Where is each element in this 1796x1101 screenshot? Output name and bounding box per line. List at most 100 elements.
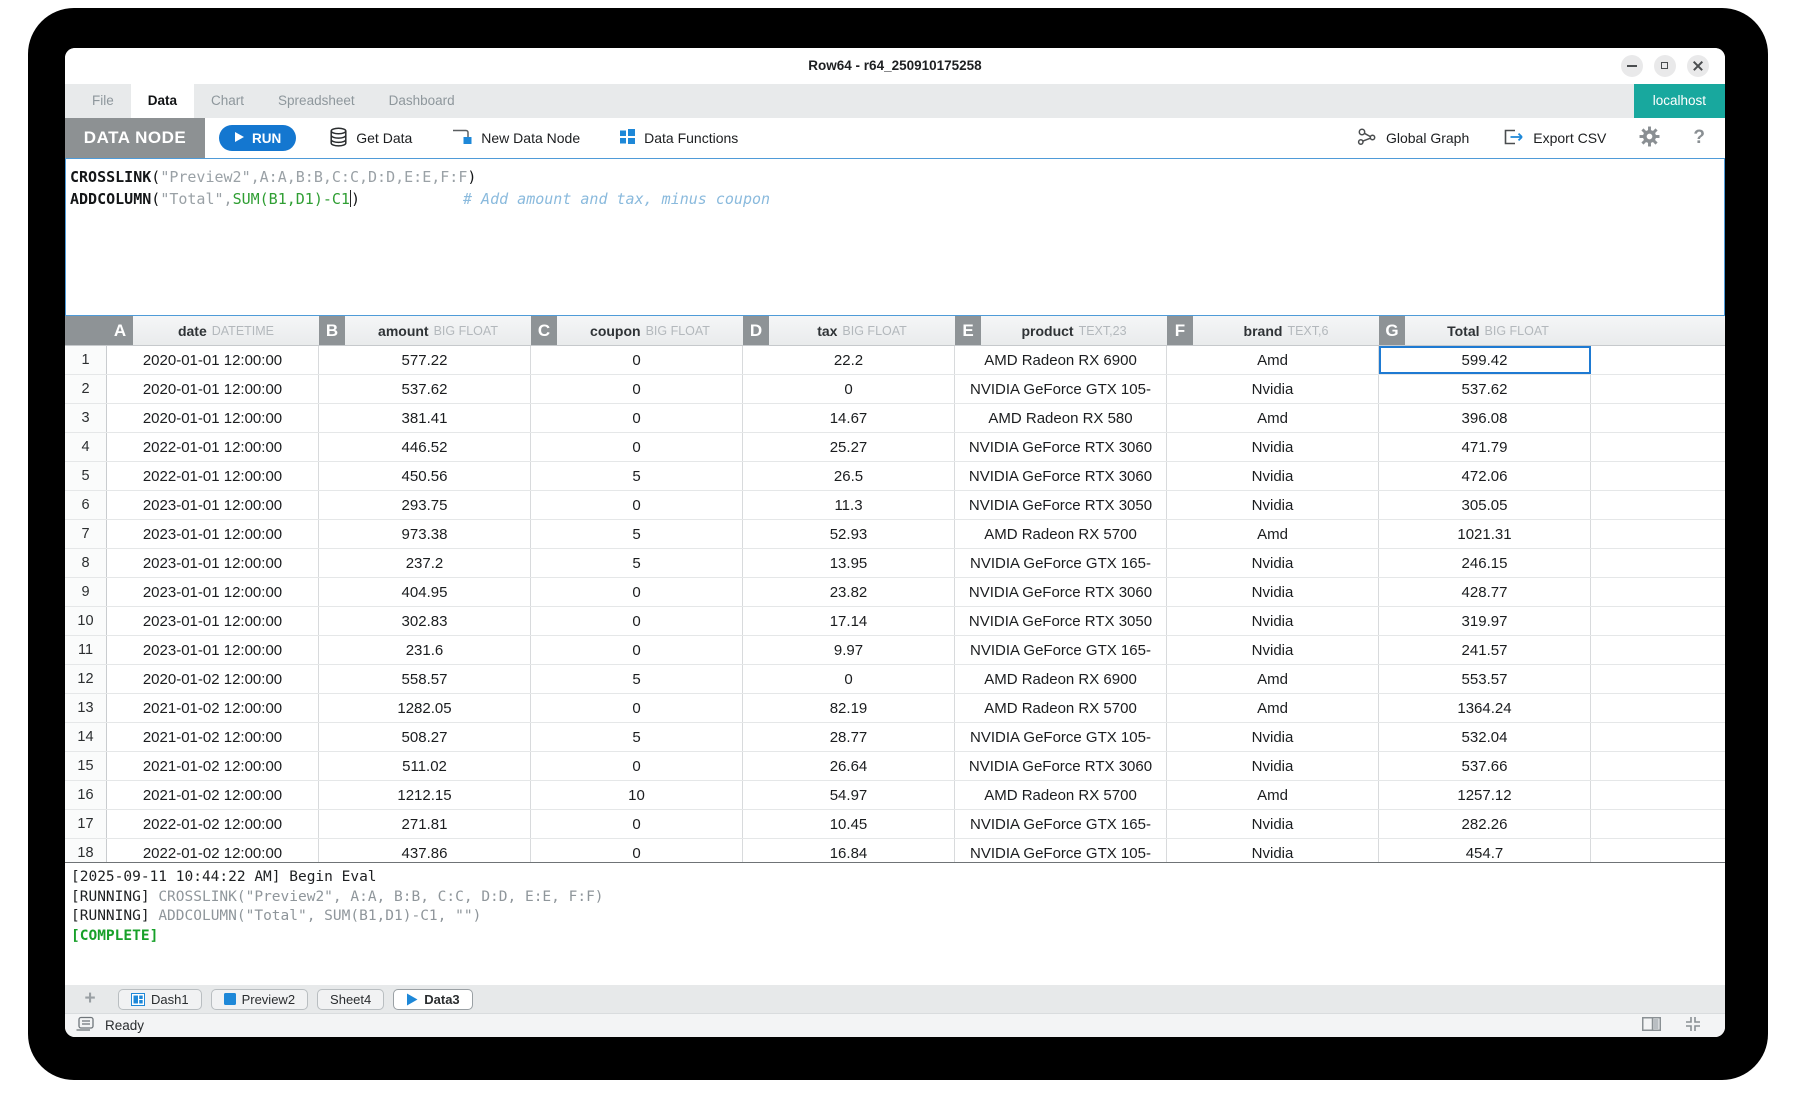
minimize-button[interactable] — [1621, 55, 1643, 77]
help-button[interactable]: ? — [1687, 126, 1711, 150]
row-number[interactable]: 13 — [65, 694, 107, 722]
cell-D5[interactable]: 26.5 — [743, 462, 955, 490]
cell-D6[interactable]: 11.3 — [743, 491, 955, 519]
add-sheet-button[interactable]: + — [77, 987, 103, 1011]
cell-A1[interactable]: 2020-01-01 12:00:00 — [107, 346, 319, 374]
cell-E13[interactable]: AMD Radeon RX 5700 — [955, 694, 1167, 722]
row-number[interactable]: 16 — [65, 781, 107, 809]
cell-A5[interactable]: 2022-01-01 12:00:00 — [107, 462, 319, 490]
tab-preview2[interactable]: Preview2 — [210, 988, 309, 1010]
row-number[interactable]: 10 — [65, 607, 107, 635]
cell-E4[interactable]: NVIDIA GeForce RTX 3060 — [955, 433, 1167, 461]
cell-F7[interactable]: Amd — [1167, 520, 1379, 548]
data-functions-button[interactable]: Data Functions — [613, 127, 744, 149]
collapse-panels-button[interactable] — [1679, 1015, 1707, 1036]
cell-E12[interactable]: AMD Radeon RX 6900 — [955, 665, 1167, 693]
cell-D8[interactable]: 13.95 — [743, 549, 955, 577]
cell-E2[interactable]: NVIDIA GeForce GTX 105- — [955, 375, 1167, 403]
cell-A16[interactable]: 2021-01-02 12:00:00 — [107, 781, 319, 809]
column-header-G[interactable]: G Total BIG FLOAT — [1379, 316, 1591, 345]
menu-item-file[interactable]: File — [92, 93, 114, 108]
row-number[interactable]: 11 — [65, 636, 107, 664]
cell-C15[interactable]: 0 — [531, 752, 743, 780]
cell-B17[interactable]: 271.81 — [319, 810, 531, 838]
cell-A17[interactable]: 2022-01-02 12:00:00 — [107, 810, 319, 838]
cell-E11[interactable]: NVIDIA GeForce GTX 165- — [955, 636, 1167, 664]
row-number[interactable]: 14 — [65, 723, 107, 751]
cell-D2[interactable]: 0 — [743, 375, 955, 403]
cell-A7[interactable]: 2023-01-01 12:00:00 — [107, 520, 319, 548]
cell-B13[interactable]: 1282.05 — [319, 694, 531, 722]
cell-F16[interactable]: Amd — [1167, 781, 1379, 809]
tab-data3[interactable]: Data3 — [393, 988, 473, 1010]
cell-A15[interactable]: 2021-01-02 12:00:00 — [107, 752, 319, 780]
cell-E14[interactable]: NVIDIA GeForce GTX 105- — [955, 723, 1167, 751]
cell-E9[interactable]: NVIDIA GeForce RTX 3060 — [955, 578, 1167, 606]
cell-A3[interactable]: 2020-01-01 12:00:00 — [107, 404, 319, 432]
cell-E17[interactable]: NVIDIA GeForce GTX 165- — [955, 810, 1167, 838]
cell-B15[interactable]: 511.02 — [319, 752, 531, 780]
cell-D10[interactable]: 17.14 — [743, 607, 955, 635]
cell-A6[interactable]: 2023-01-01 12:00:00 — [107, 491, 319, 519]
cell-D13[interactable]: 82.19 — [743, 694, 955, 722]
close-button[interactable] — [1687, 55, 1709, 77]
cell-G14[interactable]: 532.04 — [1379, 723, 1591, 751]
cell-E6[interactable]: NVIDIA GeForce RTX 3050 — [955, 491, 1167, 519]
cell-C18[interactable]: 0 — [531, 839, 743, 862]
row-number[interactable]: 17 — [65, 810, 107, 838]
cell-G8[interactable]: 246.15 — [1379, 549, 1591, 577]
cell-C14[interactable]: 5 — [531, 723, 743, 751]
cell-E1[interactable]: AMD Radeon RX 6900 — [955, 346, 1167, 374]
cell-F2[interactable]: Nvidia — [1167, 375, 1379, 403]
cell-B5[interactable]: 450.56 — [319, 462, 531, 490]
maximize-button[interactable] — [1654, 55, 1676, 77]
cell-D11[interactable]: 9.97 — [743, 636, 955, 664]
cell-D1[interactable]: 22.2 — [743, 346, 955, 374]
cell-C5[interactable]: 5 — [531, 462, 743, 490]
cell-C17[interactable]: 0 — [531, 810, 743, 838]
cell-G10[interactable]: 319.97 — [1379, 607, 1591, 635]
cell-B3[interactable]: 381.41 — [319, 404, 531, 432]
cell-A8[interactable]: 2023-01-01 12:00:00 — [107, 549, 319, 577]
cell-G18[interactable]: 454.7 — [1379, 839, 1591, 862]
cell-B11[interactable]: 231.6 — [319, 636, 531, 664]
cell-F8[interactable]: Nvidia — [1167, 549, 1379, 577]
row-number[interactable]: 6 — [65, 491, 107, 519]
cell-C6[interactable]: 0 — [531, 491, 743, 519]
row-number[interactable]: 4 — [65, 433, 107, 461]
cell-G4[interactable]: 471.79 — [1379, 433, 1591, 461]
cell-F6[interactable]: Nvidia — [1167, 491, 1379, 519]
cell-G15[interactable]: 537.66 — [1379, 752, 1591, 780]
cell-B4[interactable]: 446.52 — [319, 433, 531, 461]
menu-item-data[interactable]: Data — [130, 84, 195, 118]
cell-G11[interactable]: 241.57 — [1379, 636, 1591, 664]
cell-B7[interactable]: 973.38 — [319, 520, 531, 548]
cell-A12[interactable]: 2020-01-02 12:00:00 — [107, 665, 319, 693]
cell-D3[interactable]: 14.67 — [743, 404, 955, 432]
cell-A4[interactable]: 2022-01-01 12:00:00 — [107, 433, 319, 461]
cell-A10[interactable]: 2023-01-01 12:00:00 — [107, 607, 319, 635]
cell-G6[interactable]: 305.05 — [1379, 491, 1591, 519]
row-number[interactable]: 18 — [65, 839, 107, 862]
cell-A14[interactable]: 2021-01-02 12:00:00 — [107, 723, 319, 751]
cell-F12[interactable]: Amd — [1167, 665, 1379, 693]
cell-G9[interactable]: 428.77 — [1379, 578, 1591, 606]
cell-A2[interactable]: 2020-01-01 12:00:00 — [107, 375, 319, 403]
cell-C7[interactable]: 5 — [531, 520, 743, 548]
cell-D12[interactable]: 0 — [743, 665, 955, 693]
cell-F13[interactable]: Amd — [1167, 694, 1379, 722]
cell-G1[interactable]: 599.42 — [1379, 346, 1591, 374]
row-number[interactable]: 2 — [65, 375, 107, 403]
row-number[interactable]: 12 — [65, 665, 107, 693]
cell-G2[interactable]: 537.62 — [1379, 375, 1591, 403]
cell-D16[interactable]: 54.97 — [743, 781, 955, 809]
cell-G17[interactable]: 282.26 — [1379, 810, 1591, 838]
row-number[interactable]: 1 — [65, 346, 107, 374]
cell-C16[interactable]: 10 — [531, 781, 743, 809]
row-number[interactable]: 15 — [65, 752, 107, 780]
row-number[interactable]: 3 — [65, 404, 107, 432]
